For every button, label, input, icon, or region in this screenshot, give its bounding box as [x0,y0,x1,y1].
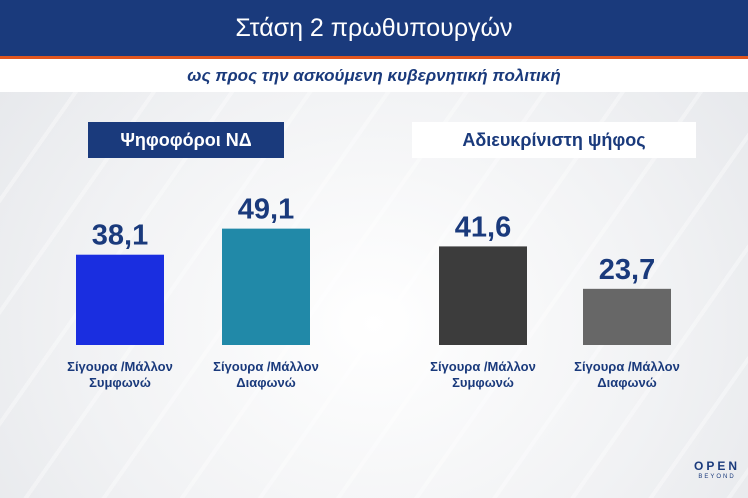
page-title: Στάση 2 πρωθυπουργών [0,0,748,58]
bar-category-line-2-0: Σίγουρα /Μάλλον [430,359,536,374]
bar-category-line-2-1: Συμφωνώ [452,375,514,390]
bar-category-line-0-0: Σίγουρα /Μάλλον [67,359,173,374]
header-accent-line [0,56,748,59]
bar-2 [439,246,527,345]
bar-category-line-1-0: Σίγουρα /Μάλλον [213,359,319,374]
group-label-undecided-vote: Αδιευκρίνιστη ψήφος [412,122,696,158]
bar-value-label-2: 41,6 [455,211,511,243]
bar-3 [583,288,671,345]
bar-0 [76,254,164,345]
bar-category-label-2: Σίγουρα /Μάλλον Συμφωνώ [430,359,536,390]
bar-category-line-3-1: Διαφωνώ [597,375,656,390]
bar-category-line-1-1: Διαφωνώ [236,375,295,390]
bar-value-label-0: 38,1 [92,220,148,252]
bar-value-label-1: 49,1 [238,194,294,226]
bar-category-line-0-1: Συμφωνώ [89,375,151,390]
bar-1 [222,228,310,345]
logo-text-open: OPEN [693,459,740,473]
logo-text-beyond: BEYOND [698,474,736,480]
bar-category-label-0: Σίγουρα /Μάλλον Συμφωνώ [67,359,173,390]
group-label-nd-voters: Ψηφοφόροι ΝΔ [88,122,284,158]
bar-category-line-3-0: Σίγουρα /Μάλλον [574,359,680,374]
bar-category-label-1: Σίγουρα /Μάλλον Διαφωνώ [213,359,319,390]
bar-value-label-3: 23,7 [599,254,655,286]
page-subtitle: ως προς την ασκούμενη κυβερνητική πολιτι… [0,59,748,92]
open-beyond-logo: OPEN BEYOND [690,460,744,481]
bar-category-label-3: Σίγουρα /Μάλλον Διαφωνώ [574,359,680,390]
